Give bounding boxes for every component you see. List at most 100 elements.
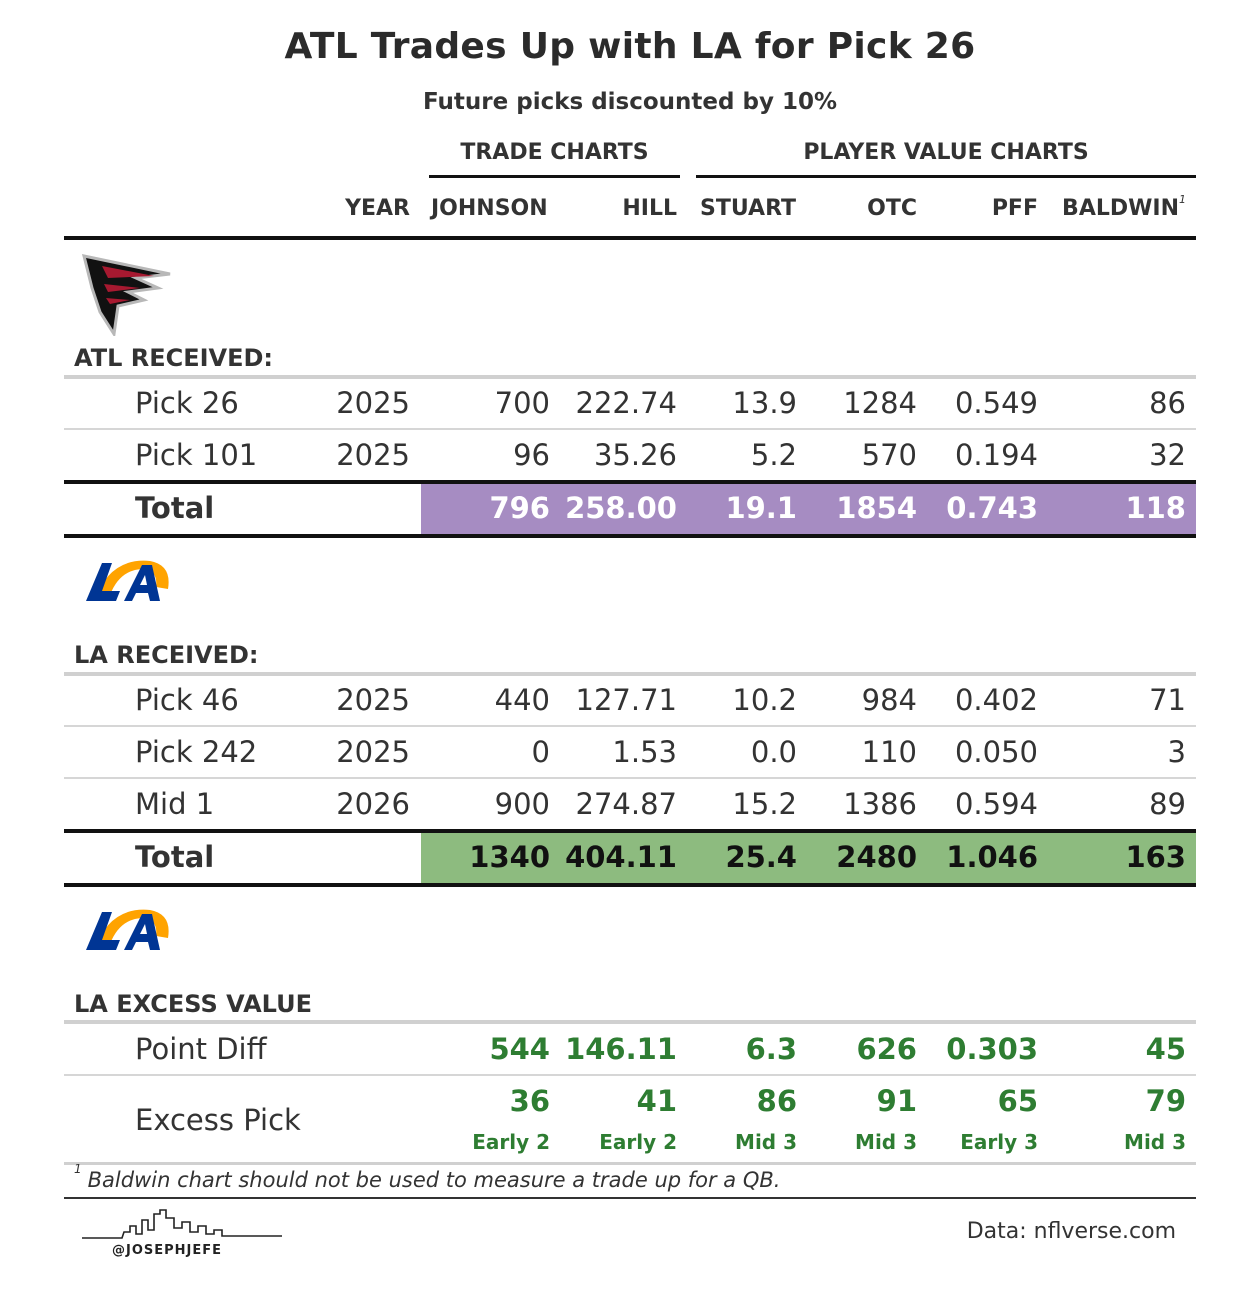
row-divider bbox=[64, 1074, 1196, 1076]
row-stuart: 10.2 bbox=[732, 683, 797, 717]
row-baldwin: 45 bbox=[1145, 1032, 1186, 1066]
row-year: 2025 bbox=[336, 735, 410, 769]
author-handle: @JOSEPHJEFE bbox=[112, 1243, 223, 1258]
row-year: 2025 bbox=[336, 683, 410, 717]
row-pff: 0.594 bbox=[954, 787, 1038, 821]
row-pff: 0.402 bbox=[954, 683, 1038, 717]
row-stuart: 15.2 bbox=[732, 787, 797, 821]
row-pick: Excess Pick bbox=[135, 1103, 301, 1137]
total-baldwin: 163 bbox=[1125, 840, 1186, 874]
total-stuart: 25.4 bbox=[725, 840, 797, 874]
excess-group-label: LA EXCESS VALUE bbox=[74, 990, 312, 1018]
row-pff: 0.303 bbox=[946, 1032, 1038, 1066]
row-pff: 0.549 bbox=[954, 386, 1038, 420]
atl-group-label: ATL RECEIVED: bbox=[74, 344, 274, 372]
total-johnson: 1340 bbox=[469, 840, 550, 874]
row-baldwin: 3 bbox=[1167, 735, 1186, 769]
footnote-text: Baldwin chart should not be used to meas… bbox=[87, 1168, 781, 1192]
row-otc: 626 bbox=[856, 1032, 917, 1066]
total-otc: 1854 bbox=[836, 491, 917, 525]
row-otc: 1386 bbox=[843, 787, 917, 821]
row-stuart: 6.3 bbox=[745, 1032, 797, 1066]
row-divider bbox=[64, 777, 1196, 779]
row-baldwin: 32 bbox=[1149, 438, 1186, 472]
footnote-mark: 1 bbox=[74, 1162, 82, 1176]
col-pff: PFF bbox=[991, 196, 1038, 221]
row-pick: Mid 1 bbox=[135, 787, 215, 821]
spanner-trade-charts: TRADE CHARTS bbox=[429, 140, 680, 178]
row-hill: 35.26 bbox=[593, 438, 677, 472]
row-hill: 146.11 bbox=[565, 1032, 677, 1066]
atl-total-bottom-rule bbox=[64, 534, 1196, 538]
total-label: Total bbox=[135, 491, 215, 525]
row-stuart: 13.9 bbox=[732, 386, 797, 420]
row-baldwin: 71 bbox=[1149, 683, 1186, 717]
row-pick: Pick 101 bbox=[135, 438, 258, 472]
round-pff: Early 3 bbox=[960, 1130, 1038, 1154]
col-stuart: STUART bbox=[700, 196, 797, 221]
total-stuart: 19.1 bbox=[725, 491, 797, 525]
row-johnson: 96 bbox=[513, 438, 550, 472]
row-johnson: 440 bbox=[494, 683, 550, 717]
row-divider bbox=[64, 725, 1196, 727]
la-total-bottom-rule bbox=[64, 883, 1196, 887]
row-year: 2025 bbox=[336, 438, 410, 472]
chart-title: ATL Trades Up with LA for Pick 26 bbox=[284, 26, 976, 67]
total-label: Total bbox=[135, 840, 215, 874]
col-hill: HILL bbox=[622, 196, 677, 221]
col-year: YEAR bbox=[345, 196, 410, 221]
la-group-rule bbox=[64, 672, 1196, 676]
la-total-top-rule bbox=[64, 829, 1196, 833]
row-stuart: 5.2 bbox=[750, 438, 797, 472]
footnote: 1 Baldwin chart should not be used to mea… bbox=[74, 1162, 781, 1192]
table-bottom-rule bbox=[64, 1162, 1196, 1165]
row-year: 2026 bbox=[336, 787, 410, 821]
col-baldwin-label: BALDWIN bbox=[1062, 196, 1179, 221]
falcons-logo bbox=[78, 248, 172, 339]
row-otc: 570 bbox=[861, 438, 917, 472]
total-pff: 1.046 bbox=[946, 840, 1038, 874]
skyline-logo bbox=[82, 1208, 282, 1244]
col-otc: OTC bbox=[867, 196, 917, 221]
row-johnson: 544 bbox=[489, 1032, 550, 1066]
row-stuart: 0.0 bbox=[750, 735, 797, 769]
row-johnson: 900 bbox=[494, 787, 550, 821]
row-hill: 274.87 bbox=[575, 787, 677, 821]
header-rule bbox=[64, 236, 1196, 240]
atl-total-top-rule bbox=[64, 480, 1196, 484]
row-pff: 0.194 bbox=[954, 438, 1038, 472]
total-baldwin: 118 bbox=[1125, 491, 1186, 525]
la-group-label: LA RECEIVED: bbox=[74, 641, 259, 669]
total-johnson: 796 bbox=[489, 491, 550, 525]
chart-subtitle: Future picks discounted by 10% bbox=[422, 89, 838, 115]
row-stuart: 86 bbox=[756, 1084, 797, 1118]
spanner-player-value-charts: PLAYER VALUE CHARTS bbox=[696, 140, 1196, 178]
row-pff: 0.050 bbox=[954, 735, 1038, 769]
total-pff: 0.743 bbox=[946, 491, 1038, 525]
row-otc: 110 bbox=[861, 735, 917, 769]
row-otc: 1284 bbox=[843, 386, 917, 420]
row-johnson: 700 bbox=[494, 386, 550, 420]
row-pick: Point Diff bbox=[135, 1032, 267, 1066]
row-hill: 222.74 bbox=[575, 386, 677, 420]
atl-total-band bbox=[421, 484, 1196, 534]
atl-group-rule bbox=[64, 375, 1196, 379]
total-hill: 258.00 bbox=[565, 491, 677, 525]
col-baldwin-footnote-mark: 1 bbox=[1179, 192, 1186, 206]
round-otc: Mid 3 bbox=[855, 1130, 917, 1154]
round-hill: Early 2 bbox=[599, 1130, 677, 1154]
row-otc: 984 bbox=[861, 683, 917, 717]
round-johnson: Early 2 bbox=[472, 1130, 550, 1154]
footer-rule bbox=[64, 1197, 1196, 1199]
row-hill: 1.53 bbox=[612, 735, 677, 769]
col-baldwin: BALDWIN1 bbox=[1062, 192, 1186, 221]
row-divider bbox=[64, 428, 1196, 430]
total-otc: 2480 bbox=[836, 840, 917, 874]
round-baldwin: Mid 3 bbox=[1124, 1130, 1186, 1154]
row-hill: 41 bbox=[636, 1084, 677, 1118]
la-total-band bbox=[421, 833, 1196, 883]
rams-logo bbox=[80, 555, 172, 607]
row-johnson: 36 bbox=[509, 1084, 550, 1118]
col-johnson: JOHNSON bbox=[431, 196, 548, 221]
round-stuart: Mid 3 bbox=[735, 1130, 797, 1154]
